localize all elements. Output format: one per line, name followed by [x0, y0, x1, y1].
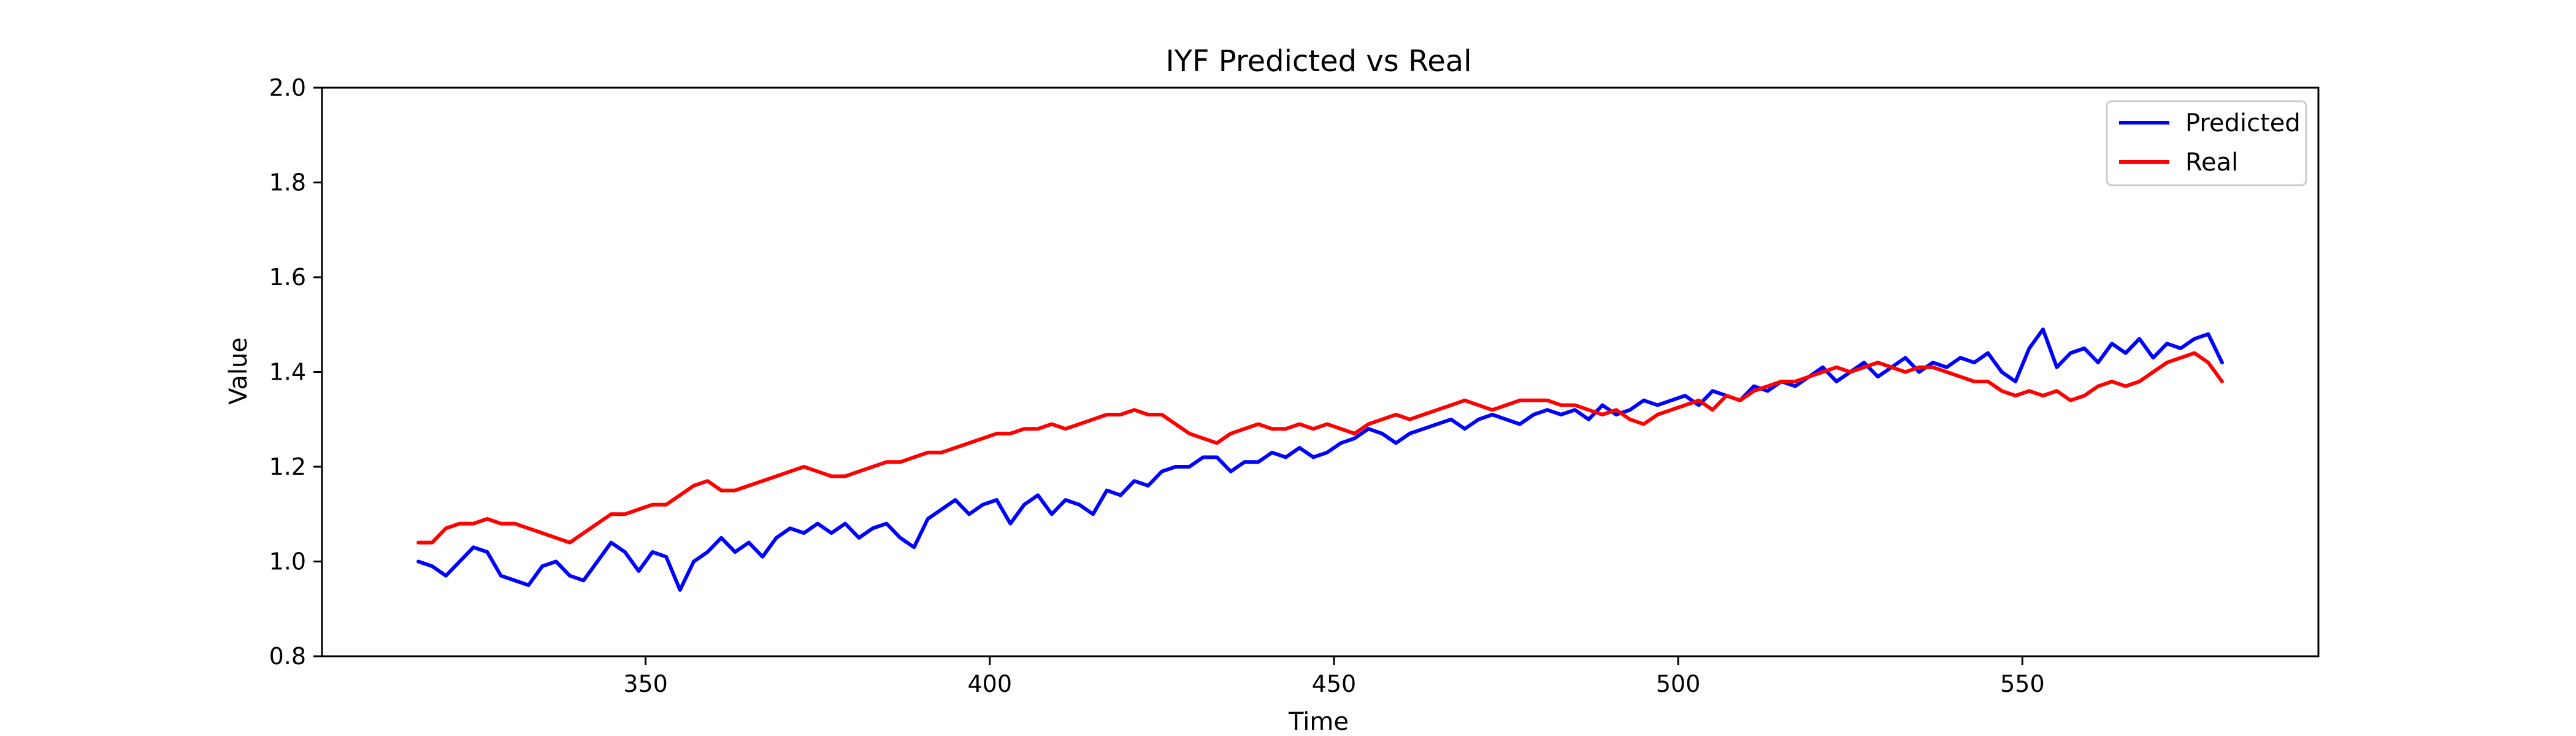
y-axis-label: Value	[224, 337, 253, 405]
y-tick-label: 2.0	[269, 74, 306, 101]
x-axis-label: Time	[1288, 708, 1349, 736]
legend: Predicted Real	[2106, 100, 2307, 186]
chart-title: IYF Predicted vs Real	[1165, 44, 1471, 79]
y-tick-label: 1.0	[269, 548, 306, 575]
x-tick-label: 400	[967, 670, 1012, 697]
legend-label-predicted: Predicted	[2185, 109, 2301, 137]
series-line-predicted	[416, 328, 2224, 592]
y-tick-label: 1.2	[269, 453, 306, 480]
y-tick-label: 1.4	[269, 359, 306, 386]
x-tick-label: 550	[2000, 670, 2045, 697]
series-line-real	[416, 351, 2224, 545]
x-tick-label: 350	[623, 670, 668, 697]
y-tick-label: 1.8	[269, 169, 306, 196]
y-tick-label: 1.6	[269, 264, 306, 291]
plot-area: 350 400 450 500 550 0.8 1.0 1.2 1.4 1.6 1.8 2.0	[269, 74, 2320, 697]
y-tick-label: 0.8	[269, 643, 306, 670]
legend-label-real: Real	[2185, 148, 2238, 177]
x-tick-label: 500	[1656, 670, 1701, 697]
x-tick-label: 450	[1312, 670, 1357, 697]
